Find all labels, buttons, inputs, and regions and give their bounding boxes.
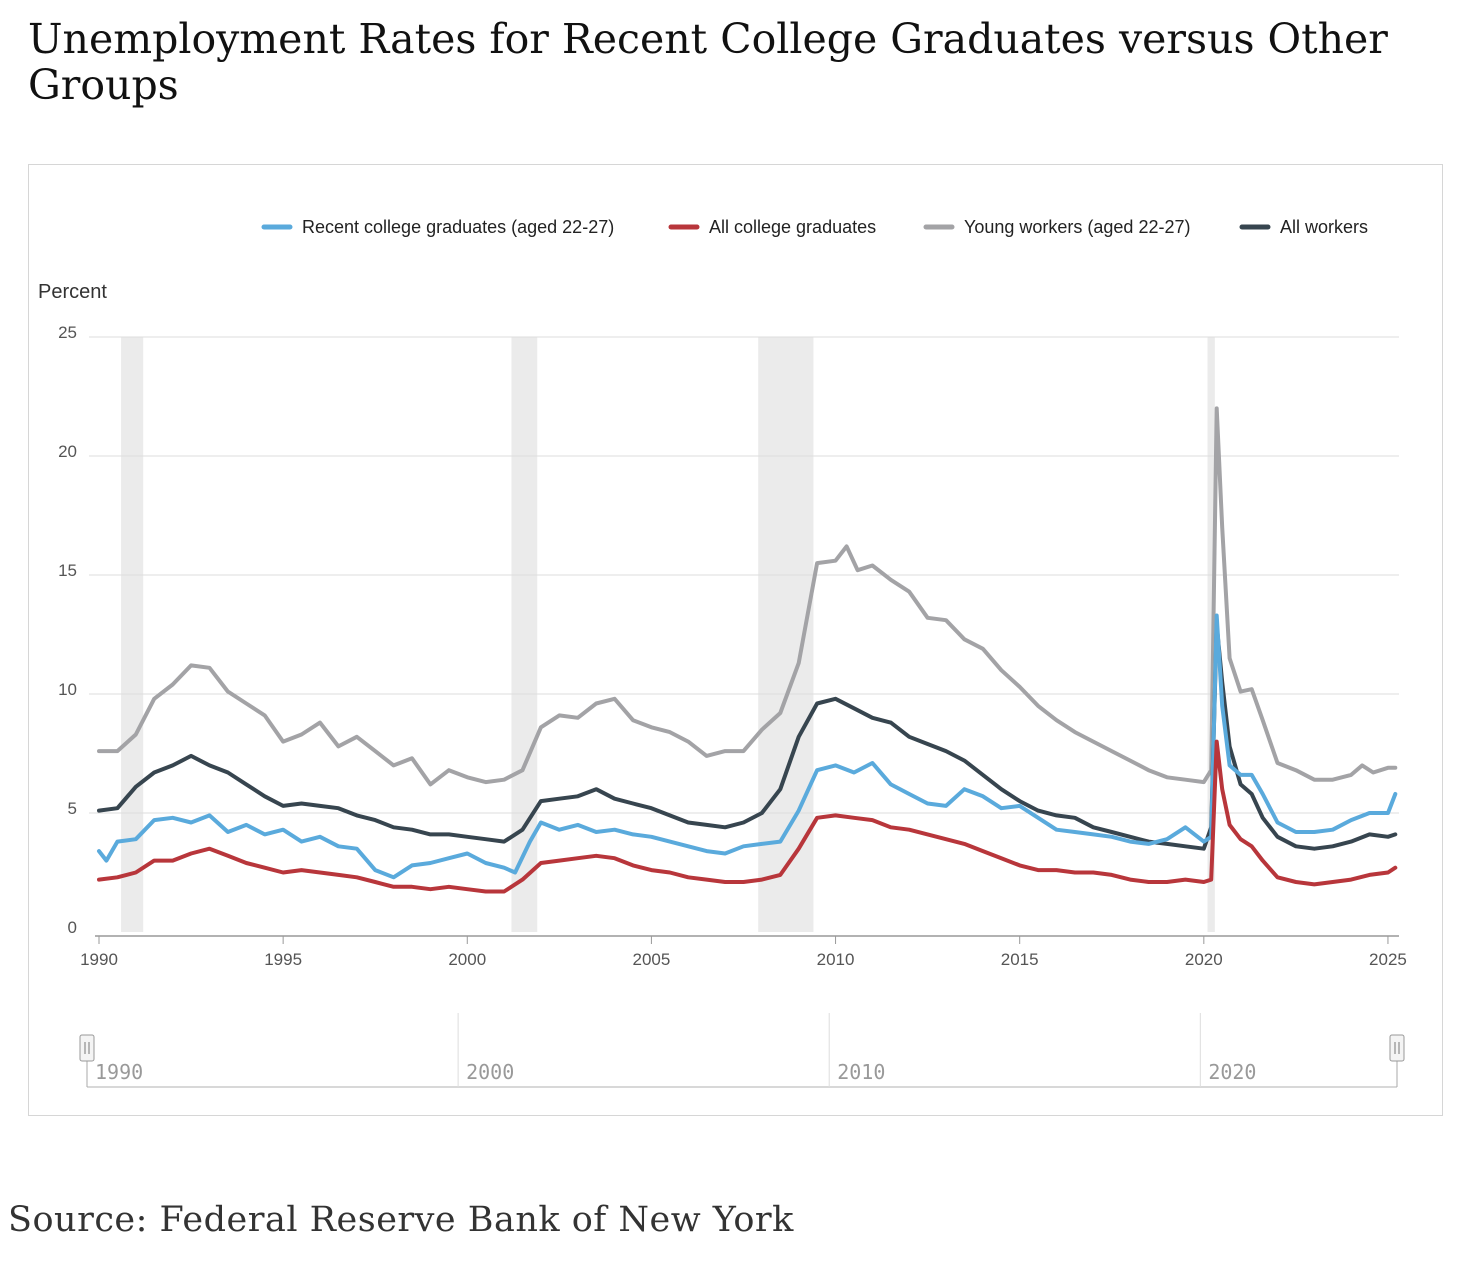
navigator-right-handle[interactable] [1389, 1034, 1405, 1087]
y-axis-label: Percent [38, 281, 107, 303]
x-tick-label: 2025 [1369, 950, 1407, 969]
handle-grip [79, 1034, 95, 1062]
handle-grip [1389, 1034, 1405, 1062]
series-line-recent-college-graduates-aged-22-27 [97, 613, 1398, 880]
x-tick-label: 2010 [817, 950, 855, 969]
legend-item: Recent college graduates (aged 22-27) [261, 217, 614, 237]
legend-label: All workers [1280, 217, 1368, 237]
x-tick-label: 2000 [448, 950, 486, 969]
grid-lines [89, 336, 1399, 814]
recession-band [121, 337, 144, 932]
recession-band [1207, 337, 1215, 932]
navigator-label: 2010 [837, 1060, 885, 1084]
line-chart: Recent college graduates (aged 22-27) All… [38, 217, 1407, 1088]
x-tick-label: 1990 [80, 950, 118, 969]
chart-legend: Recent college graduates (aged 22-27) All… [261, 217, 1368, 237]
navigator-label: 1990 [95, 1060, 143, 1084]
y-tick-label: 15 [58, 561, 77, 580]
y-tick-label: 10 [58, 680, 77, 699]
chart-title: Unemployment Rates for Recent College Gr… [28, 15, 1388, 109]
range-navigator[interactable]: 1990 2000 2010 2020 [79, 1013, 1405, 1088]
navigator-label: 2000 [466, 1060, 514, 1084]
source-note: Source: Federal Reserve Bank of New York [8, 1200, 794, 1240]
y-axis: 0 5 10 15 20 25 [58, 323, 77, 937]
legend-item: All workers [1239, 217, 1368, 237]
y-tick-label: 20 [58, 442, 77, 461]
legend-item: Young workers (aged 22-27) [923, 217, 1190, 237]
y-tick-label: 0 [68, 918, 77, 937]
x-axis: 1990 1995 2000 2005 2010 2015 2020 2025 [80, 935, 1407, 969]
x-tick-label: 2015 [1001, 950, 1039, 969]
legend-label: Recent college graduates (aged 22-27) [302, 217, 614, 237]
x-tick-label: 2005 [632, 950, 670, 969]
chart-panel: Recent college graduates (aged 22-27) All… [28, 164, 1443, 1116]
navigator-left-handle[interactable] [79, 1034, 95, 1087]
navigator-label: 2020 [1208, 1060, 1256, 1084]
y-tick-label: 25 [58, 323, 77, 342]
series-line-young-workers-aged-22-27 [97, 406, 1398, 787]
series-line-all-college-graduates [97, 739, 1398, 894]
series-lines [97, 406, 1398, 894]
legend-item: All college graduates [668, 217, 876, 237]
recession-band [511, 337, 538, 932]
x-tick-label: 2020 [1185, 950, 1223, 969]
y-tick-label: 5 [68, 799, 77, 818]
x-tick-label: 1995 [264, 950, 302, 969]
legend-label: All college graduates [709, 217, 876, 237]
legend-label: Young workers (aged 22-27) [964, 217, 1190, 237]
